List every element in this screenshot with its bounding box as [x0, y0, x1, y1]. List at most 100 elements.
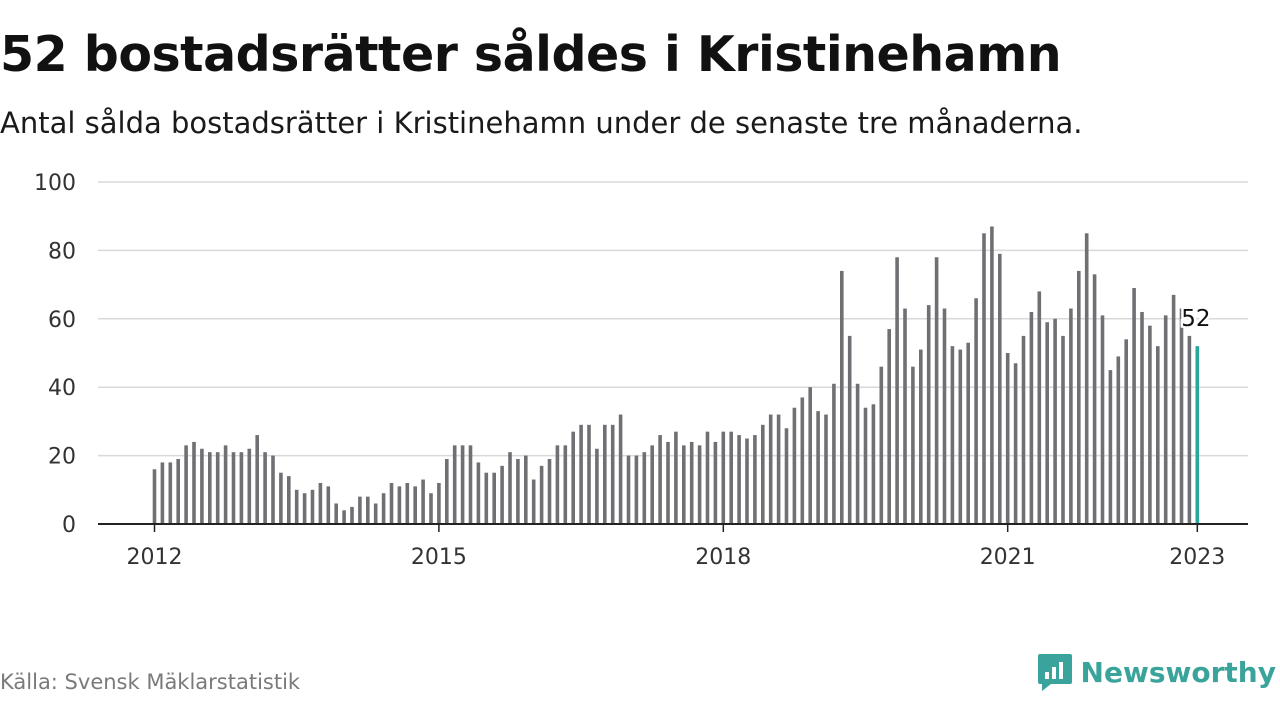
- data-labels: 52: [1179, 304, 1213, 335]
- bar: [610, 424, 615, 524]
- bar: [1084, 233, 1089, 525]
- bar: [531, 479, 536, 524]
- bar: [784, 428, 789, 524]
- gridlines: [98, 181, 1248, 457]
- bar: [1077, 270, 1081, 524]
- y-tick-label: 0: [62, 513, 76, 538]
- bar: [887, 329, 891, 524]
- bar: [689, 441, 694, 524]
- bar: [626, 455, 631, 524]
- bar: [239, 452, 244, 524]
- bar: [1187, 335, 1192, 524]
- bar: [168, 462, 173, 524]
- bar: [208, 452, 212, 524]
- bar: [468, 445, 473, 524]
- bar: [342, 510, 346, 524]
- bar: [452, 445, 457, 524]
- bar: [824, 414, 828, 524]
- bar: [397, 486, 402, 524]
- bar: [982, 233, 986, 525]
- bar: [1171, 294, 1176, 524]
- bar: [287, 476, 291, 524]
- bar: [713, 441, 718, 524]
- bar: [500, 465, 504, 524]
- bar: [705, 431, 710, 524]
- bar: [1132, 288, 1136, 524]
- bar: [603, 424, 607, 524]
- brand-name: Newsworthy: [1080, 655, 1276, 689]
- bar: [524, 455, 528, 524]
- bar: [753, 435, 757, 524]
- bar: [650, 445, 654, 524]
- bar: [1013, 363, 1018, 524]
- bar: [974, 298, 978, 524]
- bar: [294, 489, 299, 524]
- x-tick-label: 2015: [411, 545, 467, 570]
- bar: [413, 486, 417, 524]
- bar: [926, 305, 931, 524]
- bar: [840, 270, 844, 524]
- y-tick-label: 60: [48, 308, 76, 333]
- bar: [855, 383, 860, 524]
- chart-title: 52 bostadsrätter såldes i Kristinehamn: [0, 26, 1062, 83]
- bar: [476, 462, 481, 524]
- bar: [1005, 353, 1010, 524]
- highlight-value-label: 52: [1181, 306, 1210, 332]
- x-tick-label: 2023: [1169, 545, 1225, 570]
- bar: [737, 435, 741, 524]
- x-tick-label: 2021: [980, 545, 1036, 570]
- bar: [271, 455, 275, 524]
- bar: [1045, 322, 1049, 524]
- bar: [445, 459, 449, 524]
- bar: [555, 445, 560, 524]
- bars: [152, 226, 1200, 525]
- bar: [658, 435, 662, 524]
- bar: [1124, 339, 1128, 524]
- bar: [958, 349, 963, 524]
- y-axis-ticks: 0 20 40 60 80 100: [34, 171, 76, 538]
- bar: [942, 308, 947, 524]
- bar: [990, 226, 994, 524]
- x-tick-label: 2018: [695, 545, 751, 570]
- bar: [1163, 315, 1168, 524]
- bar: [847, 335, 852, 524]
- bar: [421, 479, 425, 524]
- bar: [642, 452, 647, 524]
- bar: [516, 459, 520, 524]
- bar: [697, 445, 702, 524]
- bar: [279, 472, 283, 524]
- bar: [895, 257, 899, 524]
- bar: [579, 424, 583, 524]
- bar: [634, 455, 639, 524]
- bar: [761, 424, 765, 524]
- bar-chart: 0 20 40 60 80 100 2012 2015 2018 2021 2023 52: [34, 171, 1248, 570]
- bar: [389, 482, 394, 524]
- bar: [792, 407, 797, 524]
- bar: [911, 366, 915, 524]
- bar: [255, 435, 259, 524]
- bar: [310, 489, 315, 524]
- newsworthy-logo-icon: [1037, 654, 1072, 691]
- bar: [192, 441, 196, 524]
- bar: [1179, 308, 1184, 524]
- bar: [919, 349, 923, 524]
- bar: [934, 257, 939, 524]
- bar: [508, 452, 512, 524]
- bar: [484, 472, 489, 524]
- bar: [152, 469, 157, 524]
- bar: [1100, 315, 1105, 524]
- bar: [595, 448, 599, 524]
- x-tick-label: 2012: [127, 545, 183, 570]
- brand-logo: Newsworthy: [1037, 652, 1276, 692]
- bar: [350, 506, 354, 524]
- bar: [903, 308, 907, 524]
- bar: [381, 493, 386, 524]
- bar: [768, 414, 773, 524]
- bar: [547, 459, 552, 524]
- bar: [721, 431, 726, 524]
- bar: [966, 342, 970, 524]
- bar: [200, 448, 204, 524]
- bar: [358, 496, 362, 524]
- bar: [176, 459, 180, 524]
- bar: [539, 465, 544, 524]
